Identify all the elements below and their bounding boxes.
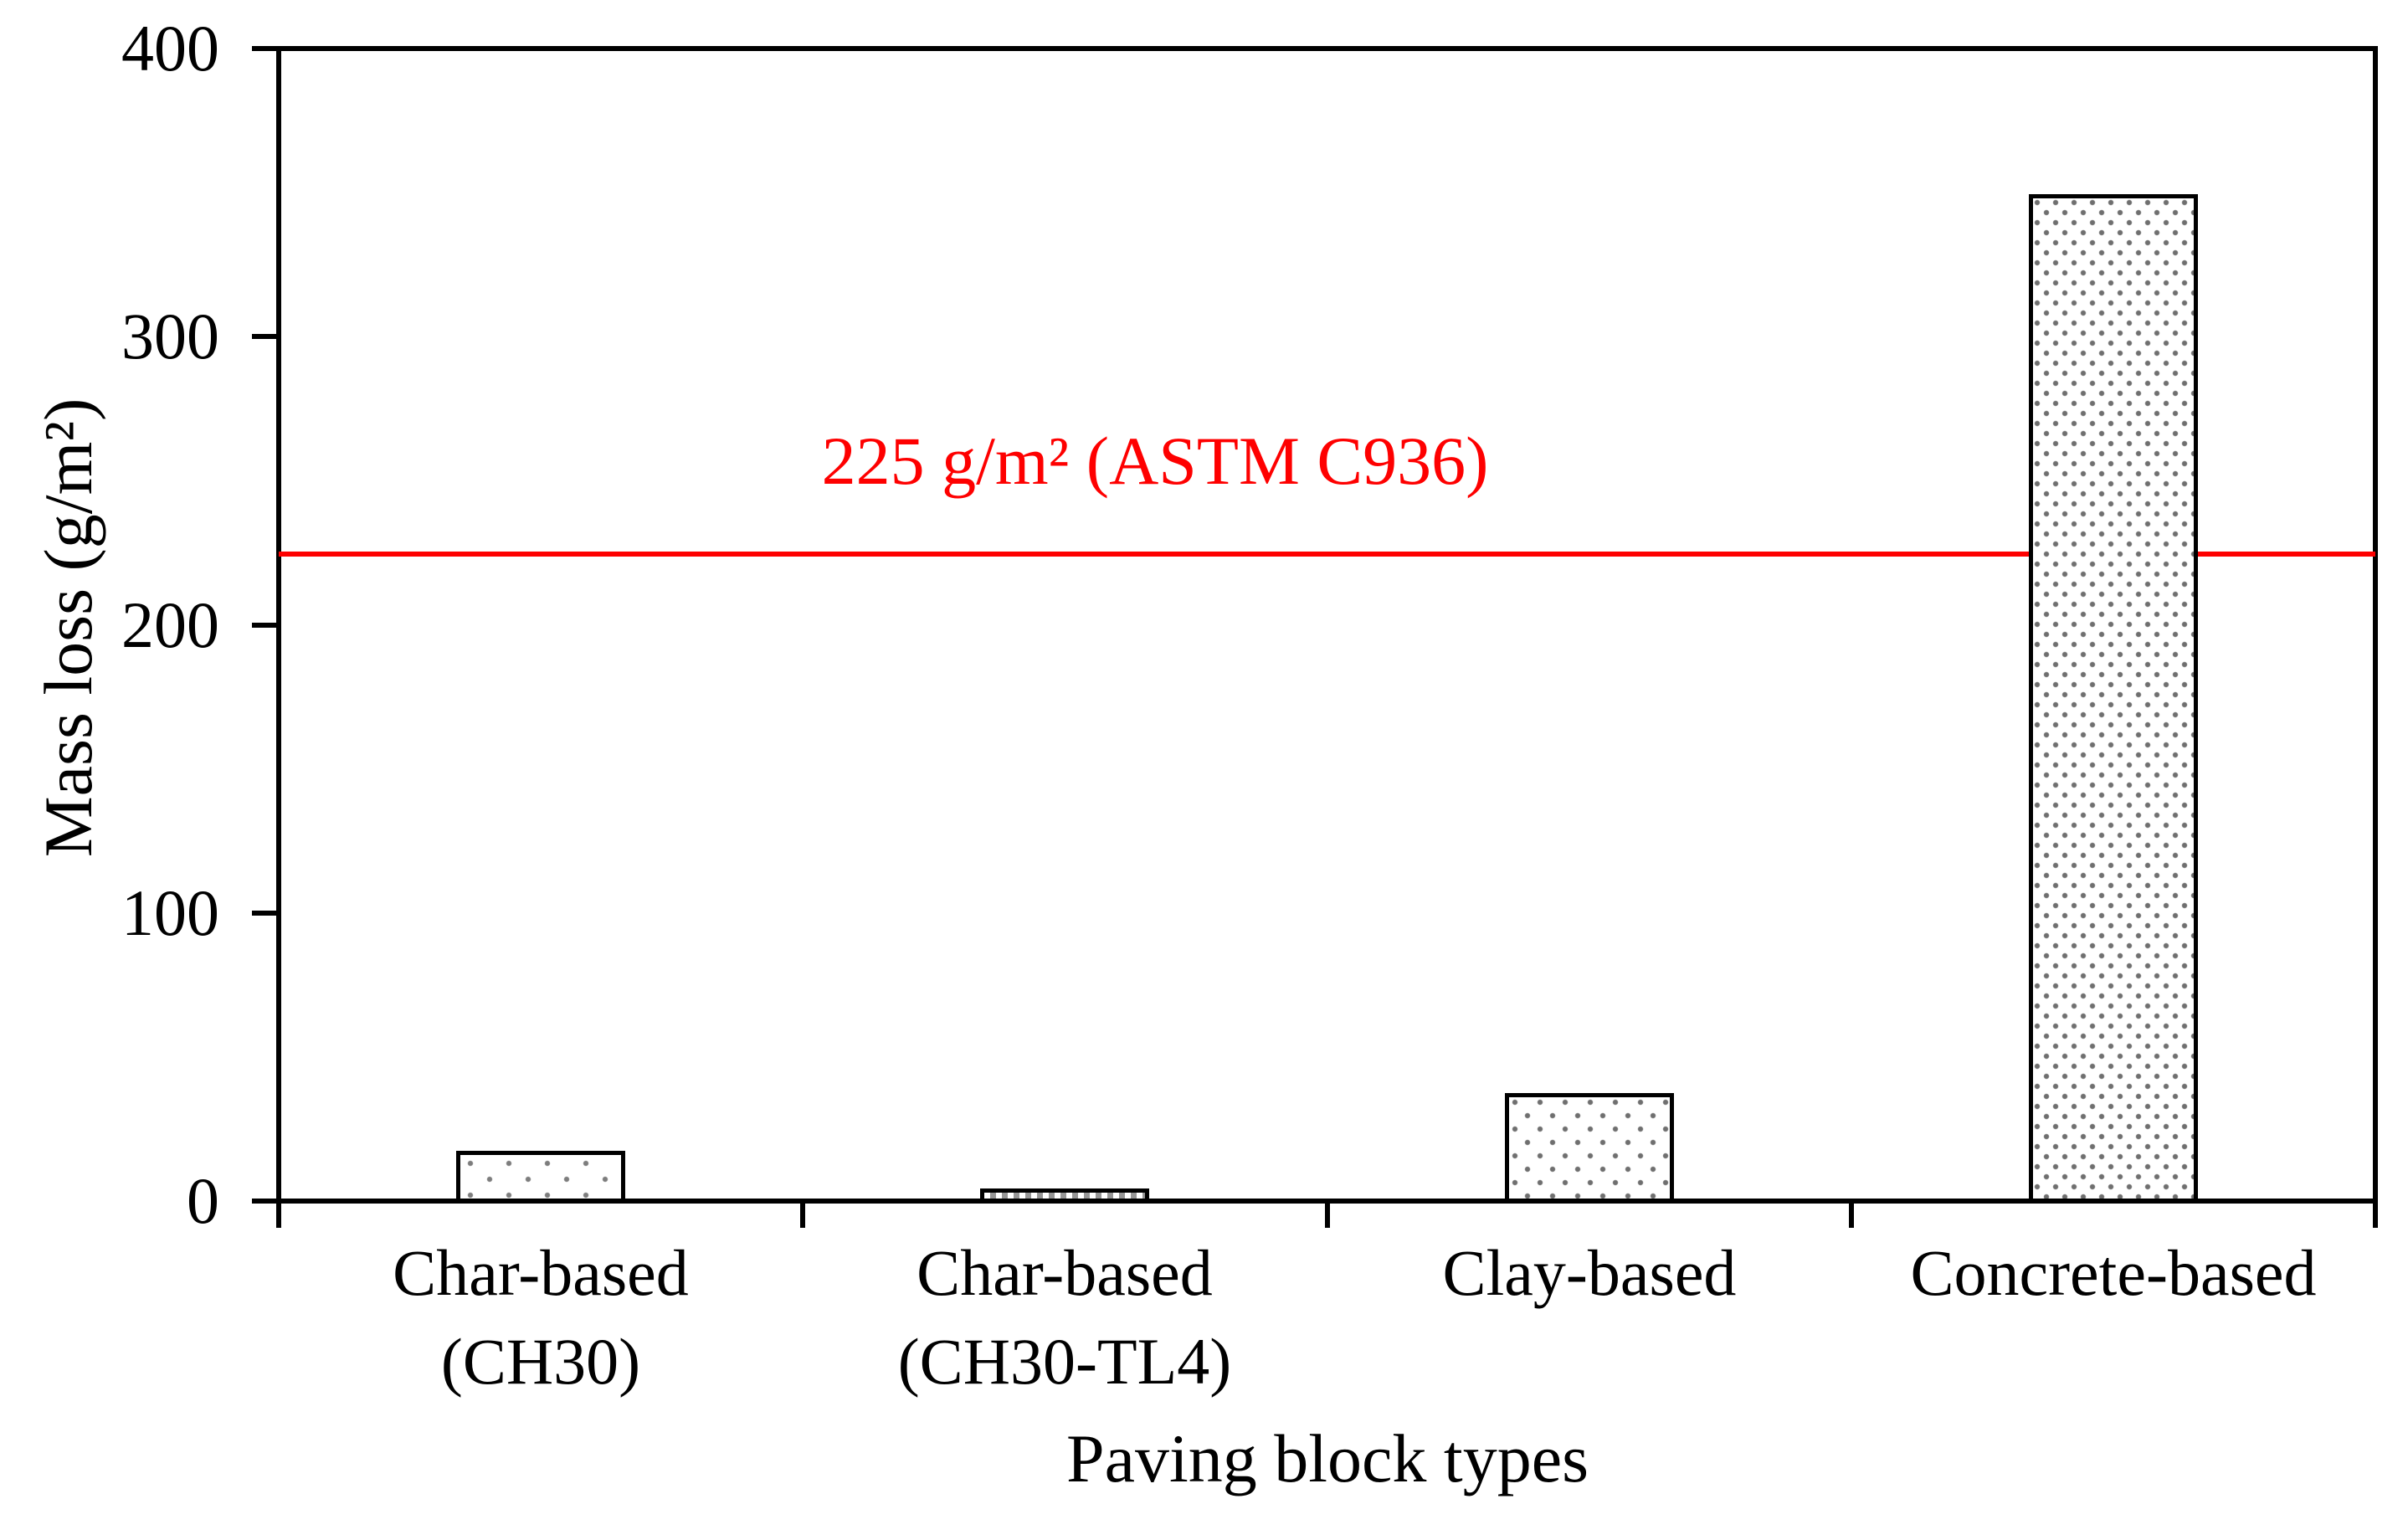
y-tick-label: 400 bbox=[121, 12, 219, 85]
y-tick-mark bbox=[252, 910, 279, 916]
astm-limit-line bbox=[279, 552, 2375, 557]
astm-limit-label: 225 g/m² (ASTM C936) bbox=[821, 423, 1489, 499]
x-tick-mark bbox=[2373, 1203, 2378, 1228]
x-category-label: Char-based (CH30) bbox=[393, 1236, 689, 1398]
y-tick-label: 0 bbox=[187, 1164, 219, 1237]
x-category-label: Concrete-based bbox=[1910, 1236, 2317, 1309]
x-tick-mark bbox=[1324, 1203, 1330, 1228]
bar-char-based-ch30 bbox=[456, 1151, 625, 1203]
x-category-label: Clay-based bbox=[1442, 1236, 1737, 1309]
x-tick-mark bbox=[276, 1203, 281, 1228]
y-tick-mark bbox=[252, 334, 279, 340]
y-tick-label: 200 bbox=[121, 588, 219, 661]
x-tick-mark bbox=[1848, 1203, 1854, 1228]
x-axis-title: Paving block types bbox=[1065, 1420, 1589, 1496]
bar-char-based-ch30-tl4 bbox=[980, 1188, 1149, 1203]
bar-concrete-based bbox=[2029, 194, 2198, 1203]
y-tick-label: 100 bbox=[121, 875, 219, 949]
y-tick-mark bbox=[252, 622, 279, 628]
x-tick-mark bbox=[800, 1203, 806, 1228]
x-category-label: Char-based (CH30-TL4) bbox=[897, 1236, 1232, 1398]
y-tick-mark bbox=[252, 46, 279, 51]
y-tick-mark bbox=[252, 1199, 279, 1204]
plot-area bbox=[276, 46, 2378, 1204]
y-tick-label: 300 bbox=[121, 300, 219, 373]
bar-clay-based bbox=[1505, 1093, 1674, 1203]
